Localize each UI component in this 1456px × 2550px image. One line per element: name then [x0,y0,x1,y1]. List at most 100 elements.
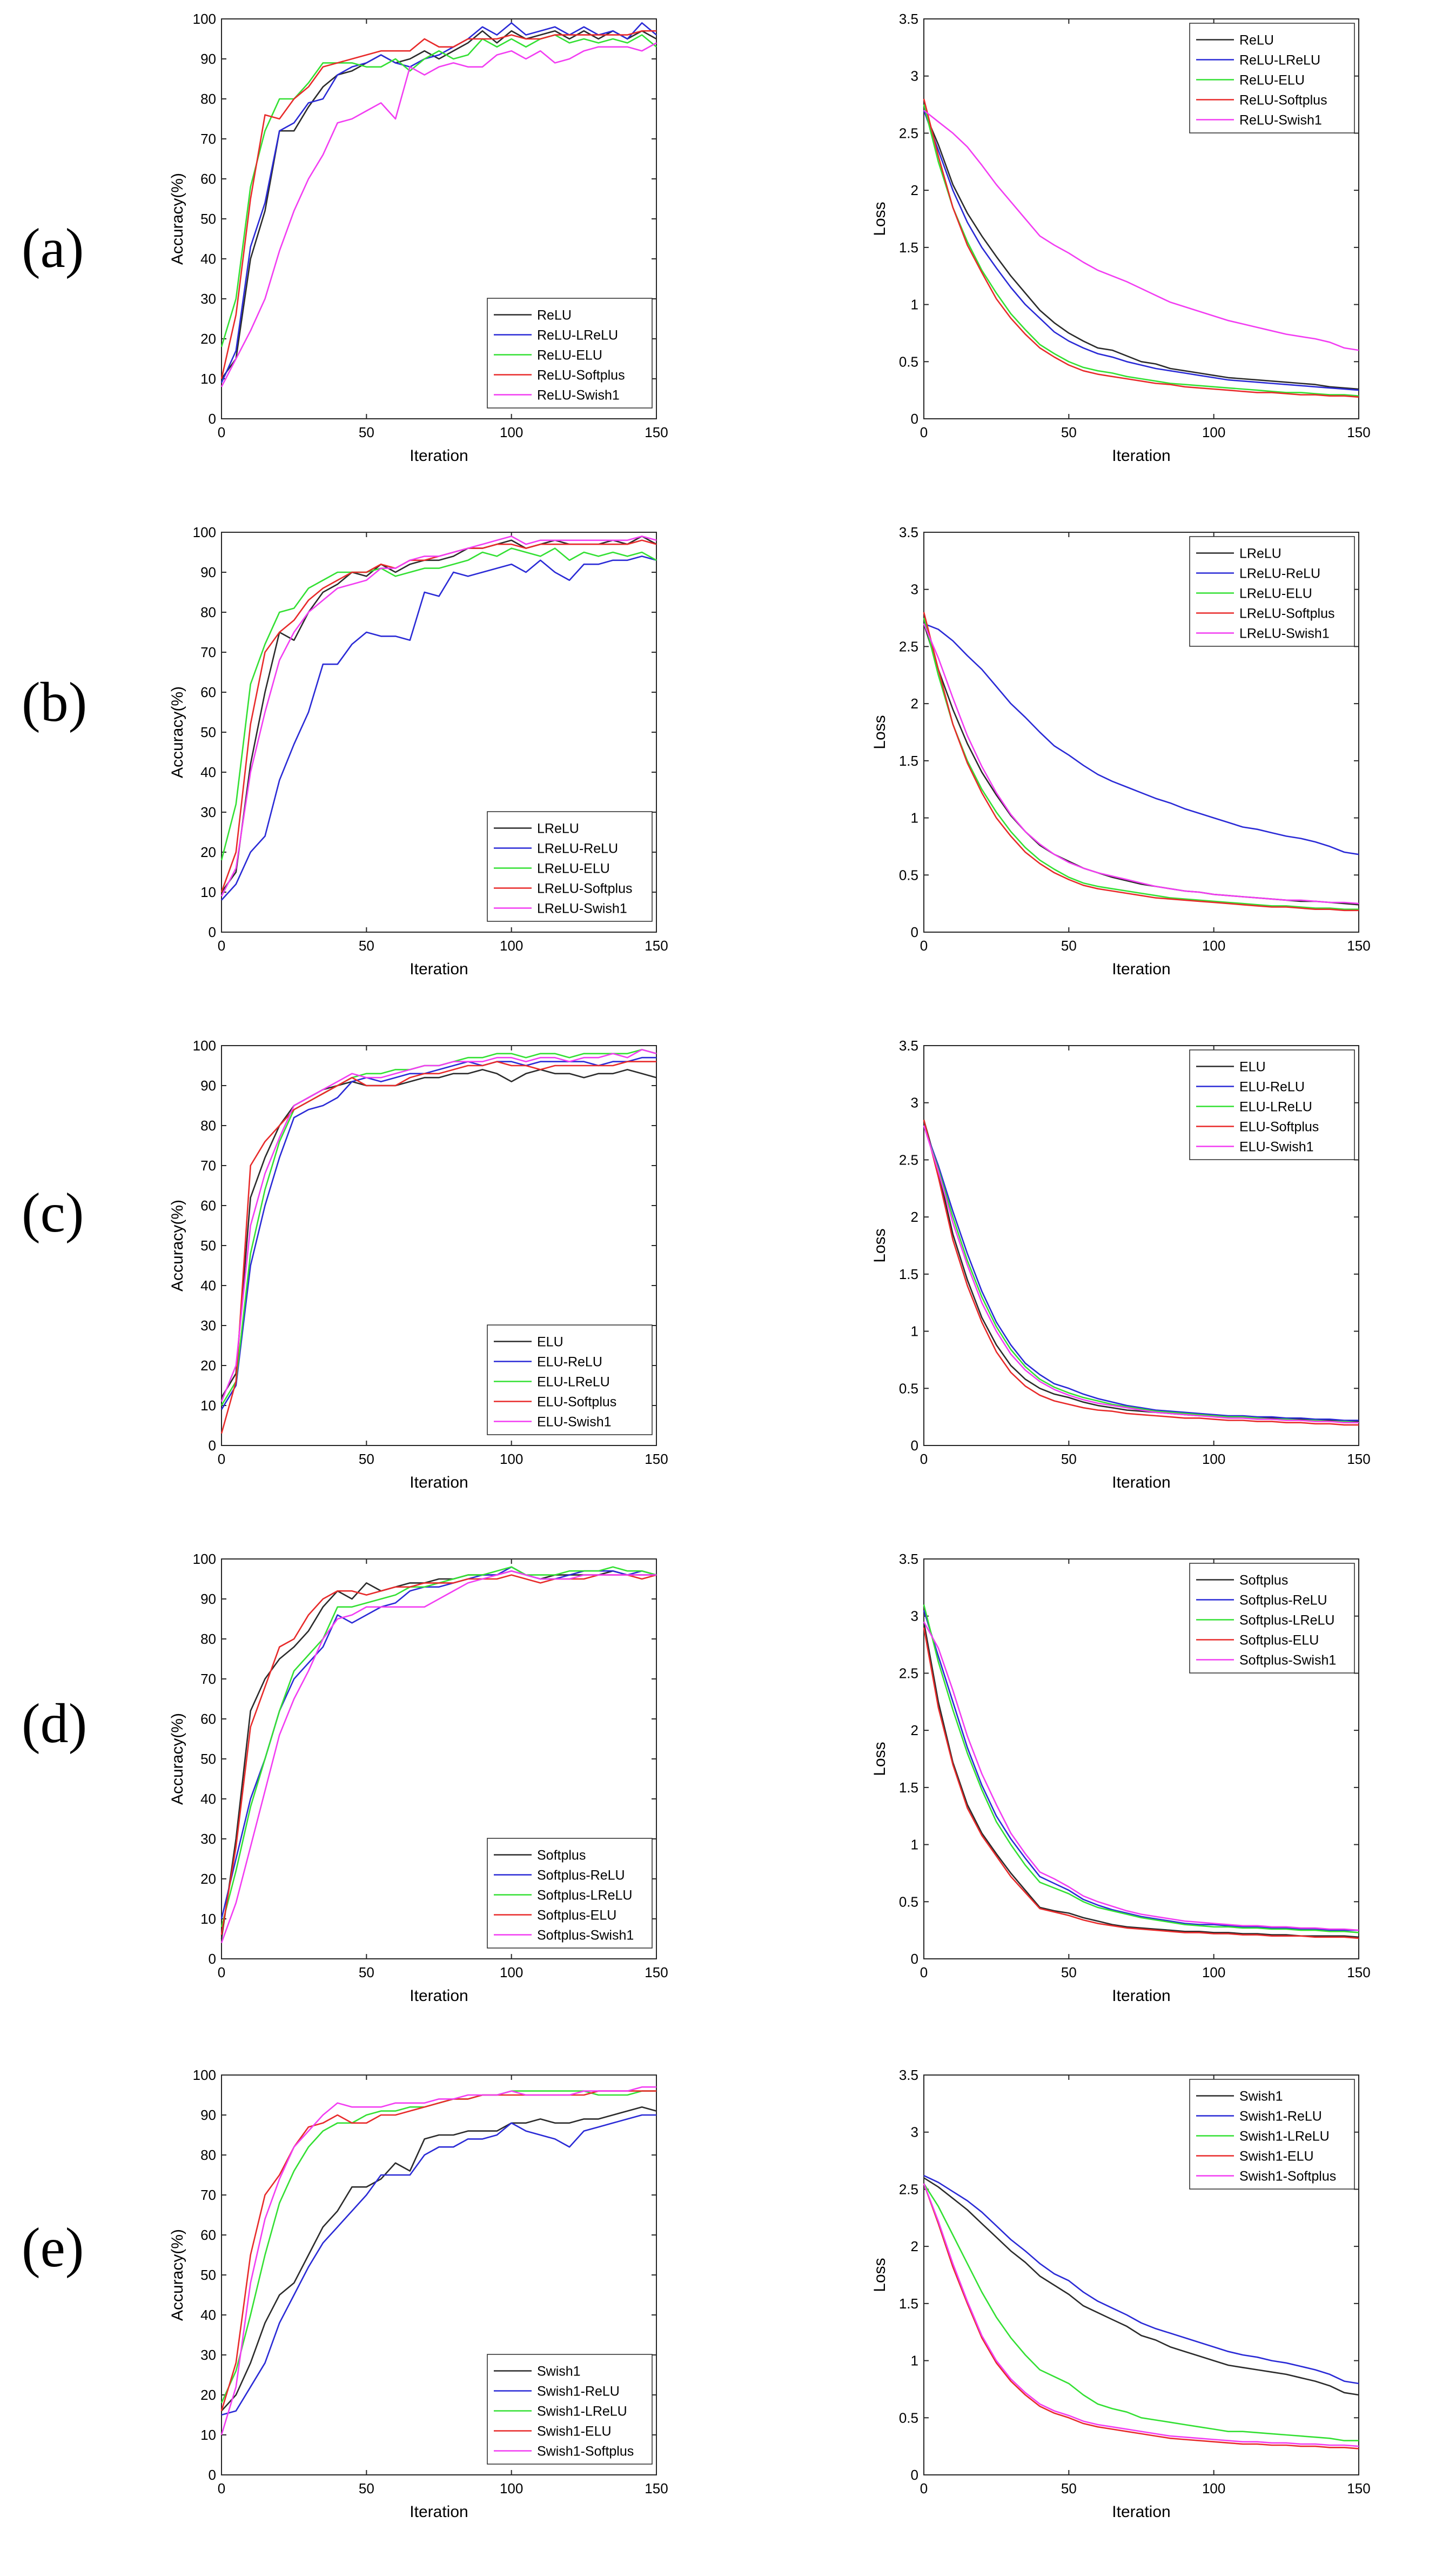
x-tick-label: 0 [920,938,928,954]
y-tick-label: 2 [911,1209,918,1225]
legend-label-softplus-lrelu: Softplus-LReLU [537,1888,632,1903]
row-label-c: (c) [22,1182,84,1244]
chart-loss-a: 0 50 100 150 0 0.5 1 1.5 2 2.5 3 3.5 Iteration Loss Re… [871,11,1371,465]
series-line-softplus-swish1 [923,1621,1359,1931]
chart-accuracy-d: 0 50 100 150 0 10 20 30 40 50 60 70 80 90 100 Iteration… [169,1551,668,2005]
x-tick-label: 150 [1347,1451,1370,1467]
series-line-lrelu-swish1 [220,536,657,896]
y-tick-label: 3.5 [899,1551,918,1567]
y-tick-label: 0 [209,411,216,427]
legend-label-swish1-elu: Swish1-ELU [537,2424,612,2439]
y-tick-label: 2 [911,182,918,198]
legend-label-relu: ReLU [537,308,572,323]
legend-label-softplus-relu: Softplus-ReLU [1239,1593,1327,1608]
y-tick-label: 1.5 [899,1779,918,1796]
y-tick-label: 30 [200,1831,216,1847]
legend-label-elu: ELU [537,1335,563,1350]
y-tick-label: 1.5 [899,2295,918,2312]
y-tick-label: 20 [200,1871,216,1887]
legend-label-relu-swish1: ReLU-Swish1 [1239,113,1322,128]
y-tick-label: 1.5 [899,239,918,256]
x-tick-label: 50 [1061,1451,1077,1467]
y-tick-label: 3.5 [899,1038,918,1054]
x-axis-title: Iteration [410,1987,468,2005]
chart-loss-c: 0 50 100 150 0 0.5 1 1.5 2 2.5 3 3.5 Iteration Loss EL… [871,1038,1371,1491]
legend: Softplus Softplus-ReLU Softplus-LReLU Softp… [1189,1563,1355,1674]
y-tick-label: 3 [911,68,918,84]
x-tick-label: 150 [645,938,668,954]
y-tick-label: 3.5 [899,2067,918,2083]
y-axis-title: Loss [871,2258,889,2292]
legend-label-lrelu: LReLU [537,821,579,836]
legend-label-swish1-elu: Swish1-ELU [1239,2149,1314,2164]
x-axis-title: Iteration [410,447,468,465]
x-axis-title: Iteration [1112,960,1170,978]
series-line-swish1 [923,2177,1359,2396]
x-axis-title: Iteration [410,2503,468,2521]
x-tick-label: 150 [1347,1964,1370,1980]
series-line-elu-softplus [220,1061,656,1434]
y-tick-label: 2.5 [899,2181,918,2197]
y-tick-label: 2 [911,695,918,712]
y-tick-label: 50 [200,724,216,740]
series-line-relu-swish1 [220,42,657,387]
legend: Swish1 Swish1-ReLU Swish1-LReLU Swish1-ELU S… [1189,2079,1355,2190]
x-tick-label: 50 [1061,1964,1077,1980]
legend-label-softplus-elu: Softplus-ELU [537,1908,616,1923]
y-tick-label: 3 [911,1095,918,1111]
series-line-swish1-lrelu [923,2183,1359,2441]
y-tick-label: 50 [200,1751,216,1767]
y-tick-label: 0.5 [899,353,918,370]
legend-label-relu-swish1: ReLU-Swish1 [537,388,620,403]
x-tick-label: 0 [218,424,225,440]
x-axis-title: Iteration [410,960,468,978]
y-tick-label: 100 [193,524,216,540]
series-line-swish1 [221,2106,657,2412]
legend-label-swish1-softplus: Swish1-Softplus [537,2444,634,2459]
y-tick-label: 100 [193,1038,216,1054]
y-tick-label: 20 [200,1357,216,1374]
y-tick-label: 0 [911,411,918,427]
y-tick-label: 2.5 [899,1665,918,1681]
y-axis-title: Loss [871,202,889,236]
y-tick-label: 50 [200,1237,216,1254]
y-tick-label: 2 [911,2238,918,2254]
legend-label-relu: ReLU [1239,33,1274,48]
y-tick-label: 80 [200,91,216,107]
y-tick-label: 0 [209,1437,216,1454]
y-tick-label: 50 [200,2267,216,2283]
y-tick-label: 20 [200,331,216,347]
x-tick-label: 100 [1202,2480,1225,2497]
x-axis-title: Iteration [1112,2503,1170,2521]
y-tick-label: 0.5 [899,2410,918,2426]
y-tick-label: 0 [209,2467,216,2483]
legend-label-swish1: Swish1 [537,2364,581,2379]
legend: ELU ELU-ReLU ELU-LReLU ELU-Softplus ELU-Swis… [487,1324,653,1435]
series-line-relu-softplus [923,98,1359,398]
x-tick-label: 0 [920,1964,928,1980]
x-axis-title: Iteration [1112,1474,1170,1491]
series-line-softplus [923,1622,1359,1938]
y-tick-label: 30 [200,2347,216,2363]
legend: Softplus Softplus-ReLU Softplus-LReLU Softp… [487,1838,653,1949]
series-line-lrelu-swish1 [923,623,1359,905]
y-tick-label: 2 [911,1722,918,1738]
y-tick-label: 60 [200,684,216,700]
series-line-relu [923,110,1359,390]
legend-box [487,1838,653,1949]
y-tick-label: 80 [200,2147,216,2163]
series-line-softplus-relu [923,1610,1359,1931]
x-tick-label: 100 [1202,1964,1225,1980]
legend-label-lrelu-softplus: LReLU-Softplus [1239,606,1334,621]
y-axis-title: Accuracy(%) [169,173,186,265]
x-tick-label: 0 [920,424,928,440]
y-tick-label: 90 [200,1077,216,1094]
y-tick-label: 0 [911,1951,918,1967]
y-tick-label: 0.5 [899,867,918,883]
legend-label-swish1-lrelu: Swish1-LReLU [537,2404,627,2419]
y-tick-label: 0 [209,924,216,940]
y-tick-label: 90 [200,51,216,67]
y-tick-label: 1 [911,297,918,313]
x-tick-label: 0 [218,1451,225,1467]
y-tick-label: 30 [200,1317,216,1334]
